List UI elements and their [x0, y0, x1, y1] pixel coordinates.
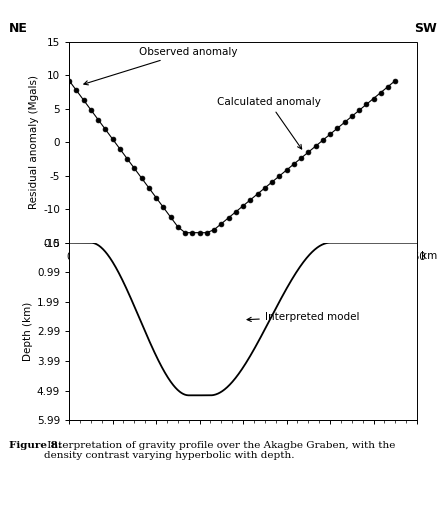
Text: Observed anomaly: Observed anomaly — [84, 47, 237, 85]
Y-axis label: Residual anomaly (Mgals): Residual anomaly (Mgals) — [29, 75, 39, 209]
Text: km: km — [421, 251, 438, 261]
Text: Interpreted model: Interpreted model — [247, 312, 359, 322]
Text: SW: SW — [414, 22, 437, 35]
Text: Calculated anomaly: Calculated anomaly — [217, 97, 321, 149]
Y-axis label: Depth (km): Depth (km) — [23, 302, 33, 361]
Text: Figure 8:: Figure 8: — [9, 441, 62, 450]
Text: NE: NE — [9, 22, 28, 35]
Text: Interpretation of gravity profile over the Akagbe Graben, with the
density contr: Interpretation of gravity profile over t… — [44, 441, 395, 460]
